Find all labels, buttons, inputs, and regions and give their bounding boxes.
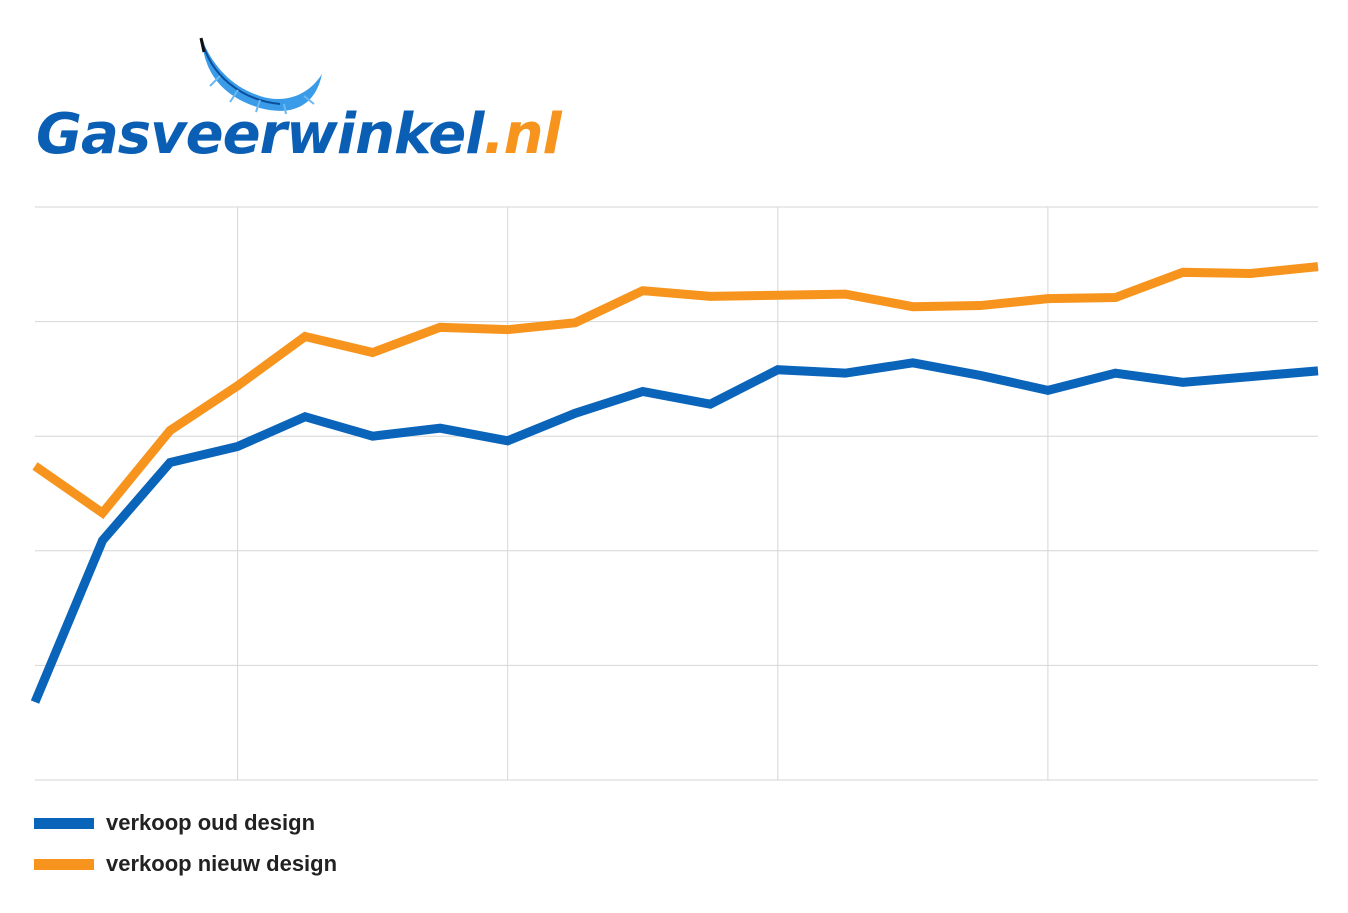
series-line-2 (32, 262, 1319, 520)
line-chart (30, 206, 1319, 781)
legend-swatch-blue (34, 817, 94, 829)
logo-name: Gasveerwinkel (36, 102, 484, 167)
legend-label: verkoop oud design (106, 810, 316, 835)
legend-item-series-2: verkoop nieuw design (34, 849, 337, 879)
legend-item-series-1: verkoop oud design (34, 808, 315, 838)
legend-swatch-orange (34, 858, 94, 870)
feather-icon (199, 37, 322, 115)
chart-grid (35, 206, 1318, 781)
legend-label: verkoop nieuw design (106, 851, 338, 876)
logo: Gasveerwinkel.nl (30, 30, 562, 180)
series-line-1 (30, 358, 1319, 704)
logo-tld: .nl (483, 102, 561, 167)
logo-text: Gasveerwinkel.nl (36, 102, 562, 167)
chart-series (30, 262, 1319, 704)
